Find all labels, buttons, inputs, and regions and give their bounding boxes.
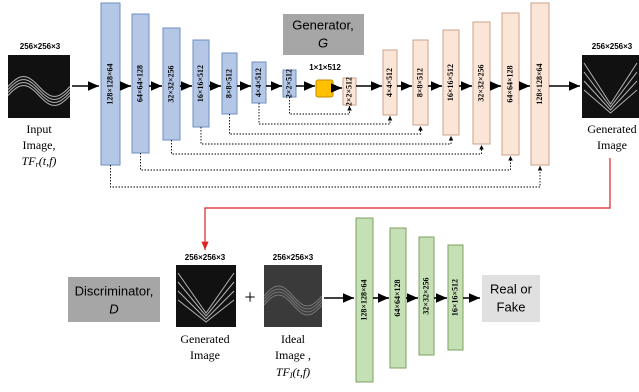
result-line: Real or bbox=[490, 281, 533, 296]
formula-args: (t,f) bbox=[39, 154, 57, 168]
image-label: Ideal bbox=[281, 332, 306, 346]
image-label: Image bbox=[190, 348, 220, 362]
layer-label: 128×128×64 bbox=[359, 279, 368, 320]
generator-title: Generator, bbox=[292, 17, 353, 32]
layer-label: 64×64×128 bbox=[505, 65, 514, 102]
layer-label: 32×32×256 bbox=[476, 64, 485, 101]
plus-sign: + bbox=[244, 287, 255, 309]
layer-label: 128×128×64 bbox=[535, 63, 544, 104]
image-label: Image, bbox=[23, 138, 56, 152]
formula-base: TF bbox=[22, 154, 37, 168]
image-size: 256×256×3 bbox=[185, 253, 226, 262]
layer-label: 64×64×128 bbox=[135, 65, 144, 102]
image-label: Image , bbox=[275, 348, 311, 362]
image-label: Generated bbox=[587, 122, 636, 136]
generator-symbol: G bbox=[318, 35, 328, 50]
discriminator-symbol: D bbox=[109, 301, 118, 316]
layer-label: 16×16×512 bbox=[196, 65, 205, 102]
skip-connection bbox=[259, 103, 390, 124]
result-line: Fake bbox=[497, 299, 526, 314]
image-label: Input bbox=[26, 122, 52, 136]
formula-args: (t,f) bbox=[293, 365, 311, 379]
bottleneck-label: 1×1×512 bbox=[309, 63, 341, 72]
skip-connection bbox=[111, 165, 541, 187]
image-label: Generated bbox=[180, 332, 229, 346]
skip-connection bbox=[172, 140, 482, 154]
skip-connection bbox=[201, 127, 451, 144]
layer-label: 16×16×512 bbox=[446, 64, 455, 101]
layer-label: 4×4×512 bbox=[385, 68, 394, 97]
layer-label: 64×64×128 bbox=[393, 279, 402, 316]
skip-connection bbox=[141, 153, 511, 170]
image-size: 256×256×3 bbox=[592, 42, 633, 51]
layer-label: 8×8×512 bbox=[224, 69, 233, 98]
image-formula: TFr(t,f) bbox=[22, 154, 57, 169]
formula-base: TF bbox=[276, 365, 291, 379]
layer-label: 2×2×512 bbox=[284, 69, 293, 98]
layer-label: 128×128×64 bbox=[105, 63, 114, 104]
layer-label: 32×32×256 bbox=[421, 277, 430, 314]
layer-label: 2×2×512 bbox=[344, 77, 353, 106]
layer-label: 8×8×512 bbox=[415, 68, 424, 97]
spectrogram-image bbox=[176, 265, 236, 327]
skip-connection bbox=[290, 97, 350, 114]
image-label: Image bbox=[597, 138, 627, 152]
gan-diagram: Generator, G Discriminator, D Real or Fa… bbox=[0, 0, 639, 392]
layer-label: 16×16×512 bbox=[450, 279, 459, 316]
image-formula: TFI(t,f) bbox=[276, 365, 310, 380]
feedback-arrow bbox=[205, 158, 610, 250]
discriminator-title: Discriminator, bbox=[75, 283, 154, 298]
bottleneck bbox=[316, 80, 333, 97]
image-size: 256×256×3 bbox=[273, 253, 314, 262]
spectrogram-image bbox=[582, 55, 639, 118]
layer-label: 32×32×256 bbox=[166, 65, 175, 102]
layer-label: 4×4×512 bbox=[254, 68, 263, 97]
image-size: 256×256×3 bbox=[20, 42, 61, 51]
